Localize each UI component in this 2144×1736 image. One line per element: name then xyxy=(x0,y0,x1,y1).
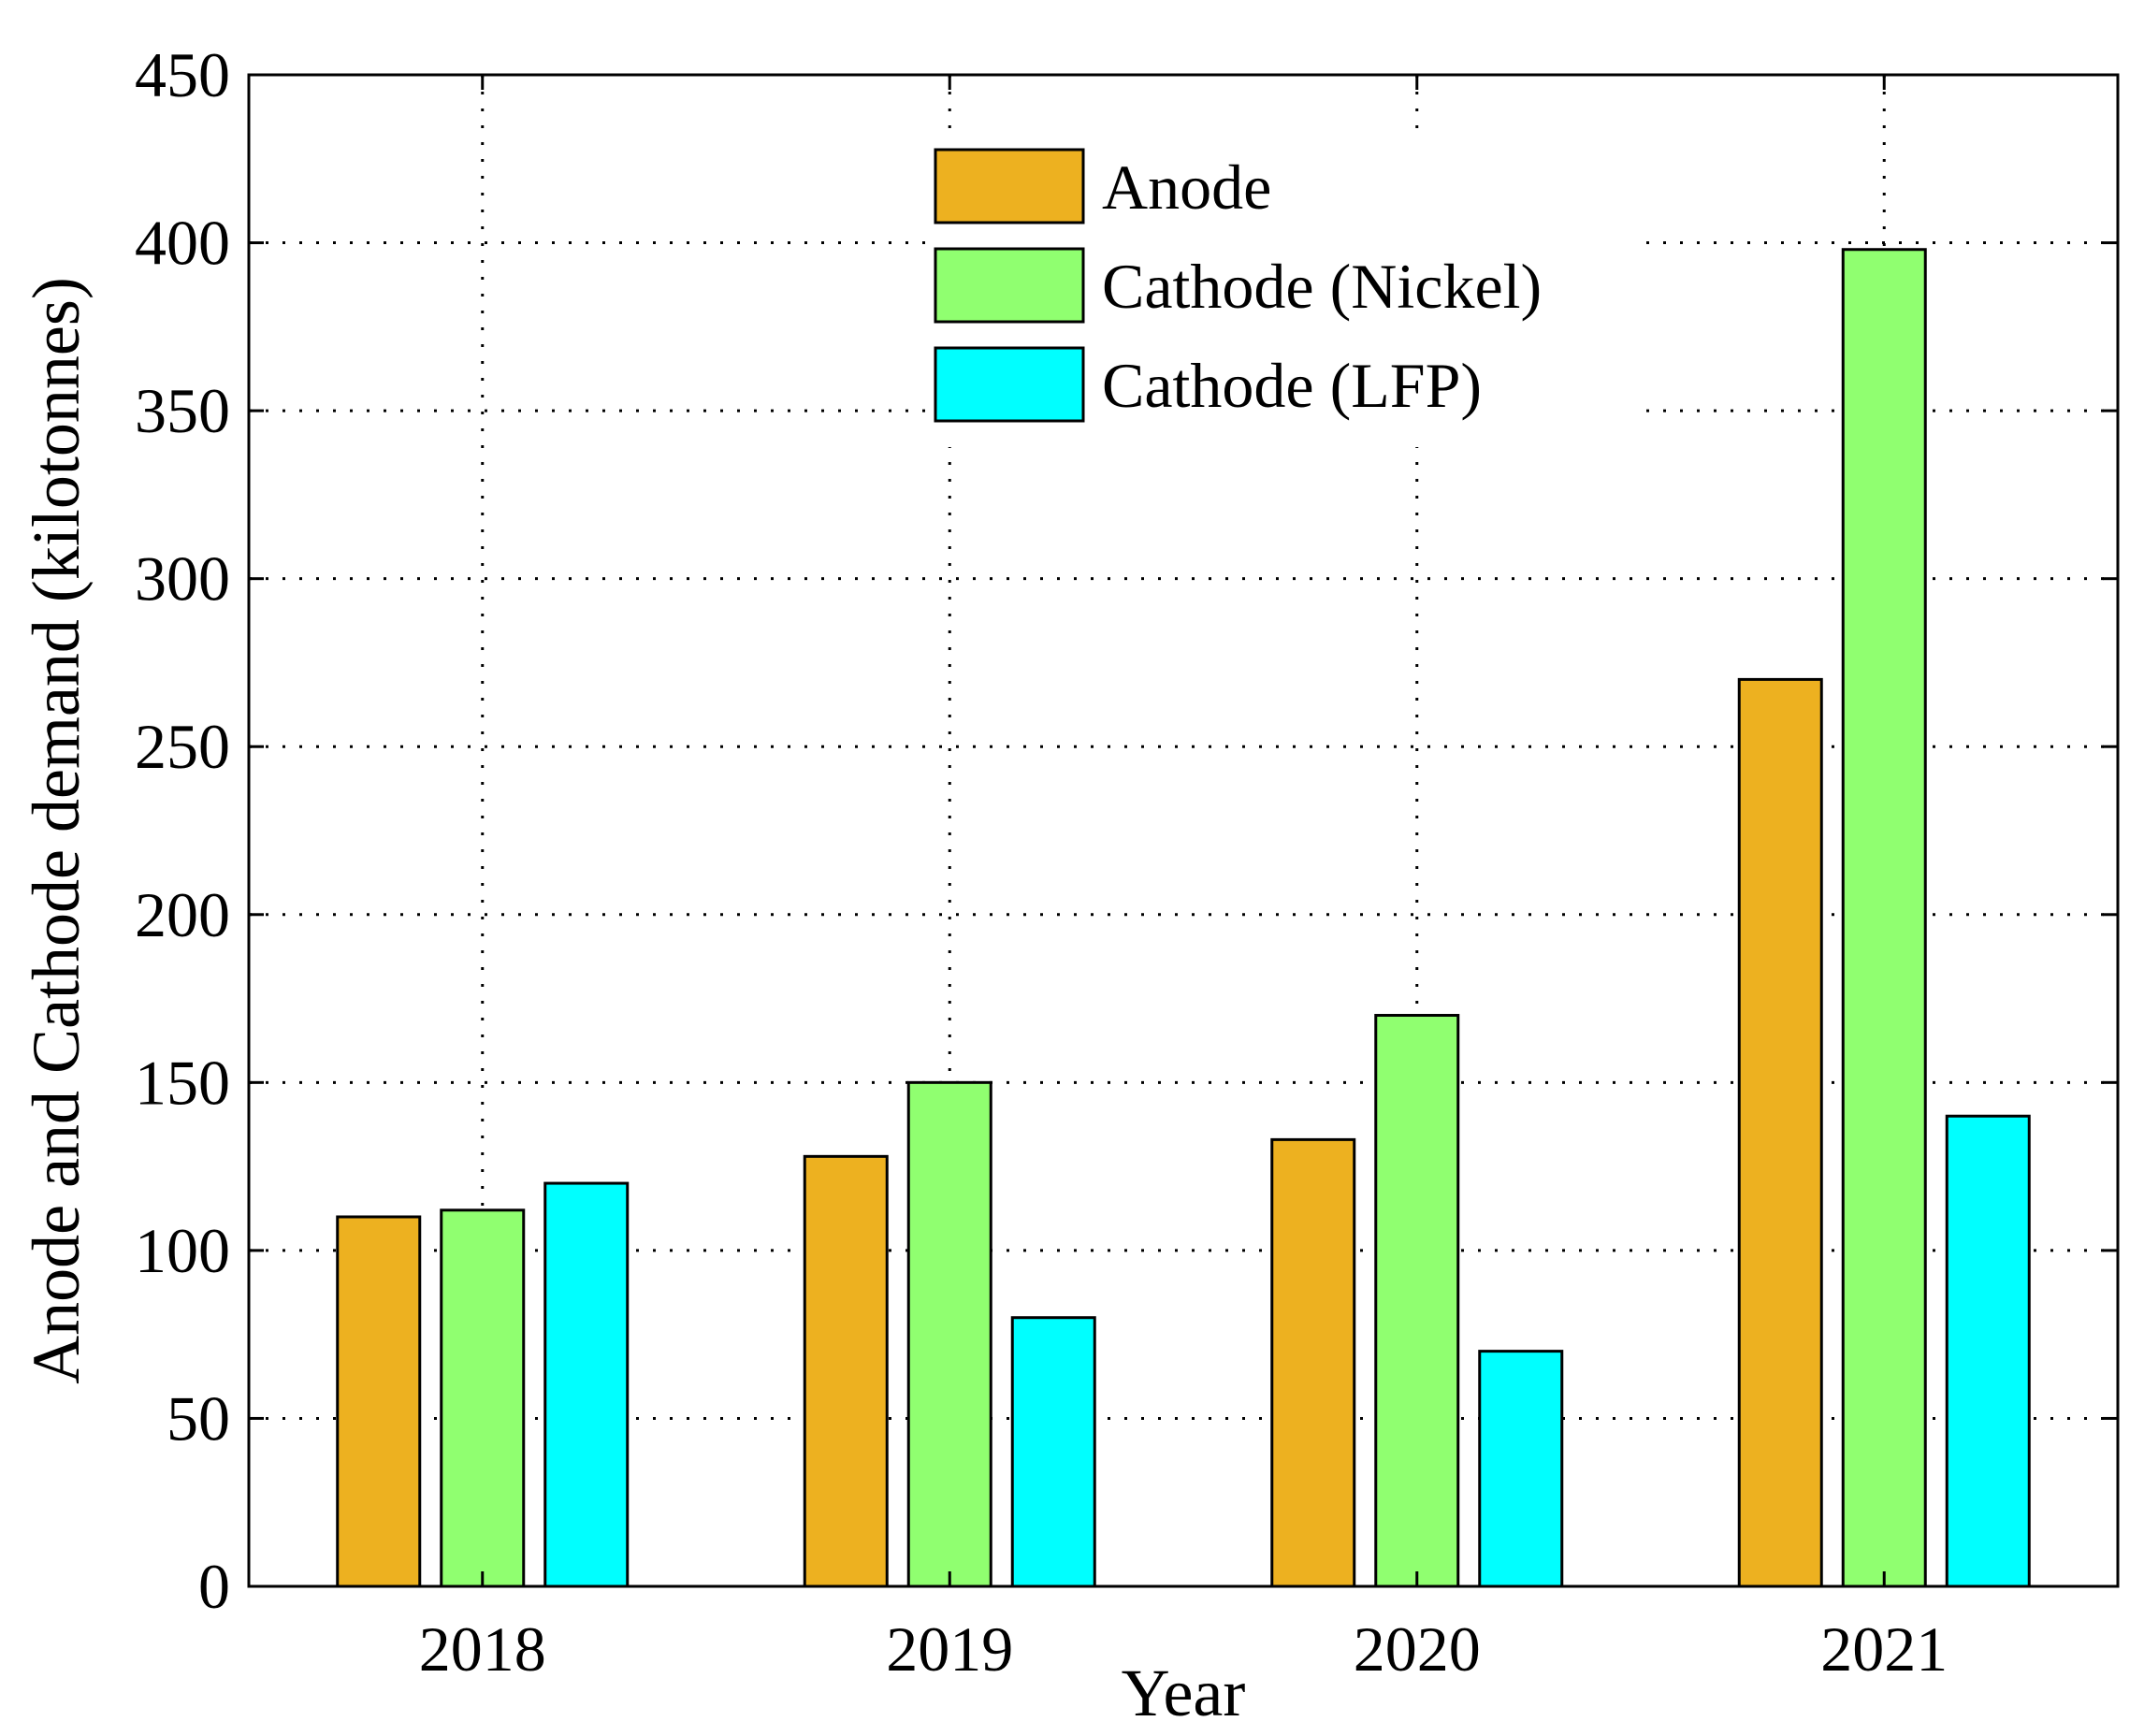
bar-cathode-lfp-2020 xyxy=(1478,1350,1564,1588)
bar-anode-2021 xyxy=(1737,677,1823,1588)
y-tick-label: 250 xyxy=(135,711,230,782)
plot-frame xyxy=(247,73,2120,1588)
legend-swatch xyxy=(934,346,1085,423)
legend-label: Cathode (LFP) xyxy=(1102,350,1482,421)
x-tick-label: 2018 xyxy=(419,1613,546,1685)
y-tick-labels: 0 50 100 150 200 250 300 350 400 450 xyxy=(135,39,230,1622)
bar-cathode-nickel-2021 xyxy=(1841,248,1927,1588)
axis-ticks xyxy=(249,73,2118,1588)
x-tick-label: 2019 xyxy=(886,1613,1013,1685)
y-tick-label: 300 xyxy=(135,543,230,615)
bar-anode-2020 xyxy=(1270,1137,1356,1588)
legend: Anode Cathode (Nickel) Cathode (LFP) xyxy=(926,140,1637,447)
y-tick-label: 200 xyxy=(135,879,230,950)
bar-anode-2019 xyxy=(803,1154,889,1588)
bar-cathode-nickel-2018 xyxy=(440,1208,526,1588)
x-tick-label: 2020 xyxy=(1354,1613,1481,1685)
bar-cathode-nickel-2019 xyxy=(906,1080,992,1588)
bar-cathode-lfp-2021 xyxy=(1945,1114,2031,1588)
x-axis-title: Year xyxy=(1122,1656,1246,1730)
y-tick-label: 0 xyxy=(198,1551,230,1622)
y-tick-label: 400 xyxy=(135,208,230,279)
y-tick-label: 150 xyxy=(135,1047,230,1118)
y-axis-title: Anode and Cathode demand (kilotonnes) xyxy=(19,277,94,1384)
bar-cathode-lfp-2019 xyxy=(1010,1316,1096,1588)
bar-anode-2018 xyxy=(336,1215,422,1588)
y-tick-label: 50 xyxy=(167,1382,230,1454)
y-tick-label: 100 xyxy=(135,1215,230,1286)
legend-label: Anode xyxy=(1102,152,1271,223)
bar-cathode-lfp-2018 xyxy=(543,1181,630,1588)
y-tick-label: 350 xyxy=(135,375,230,446)
y-tick-label: 450 xyxy=(135,39,230,110)
x-tick-label: 2021 xyxy=(1820,1613,1948,1685)
bar-cathode-nickel-2020 xyxy=(1374,1014,1460,1588)
legend-swatch xyxy=(934,148,1085,224)
bars xyxy=(336,248,2031,1588)
x-tick-labels: 2018 2019 2020 2021 xyxy=(419,1613,1948,1685)
legend-swatch xyxy=(934,247,1085,324)
legend-label: Cathode (Nickel) xyxy=(1102,251,1542,322)
